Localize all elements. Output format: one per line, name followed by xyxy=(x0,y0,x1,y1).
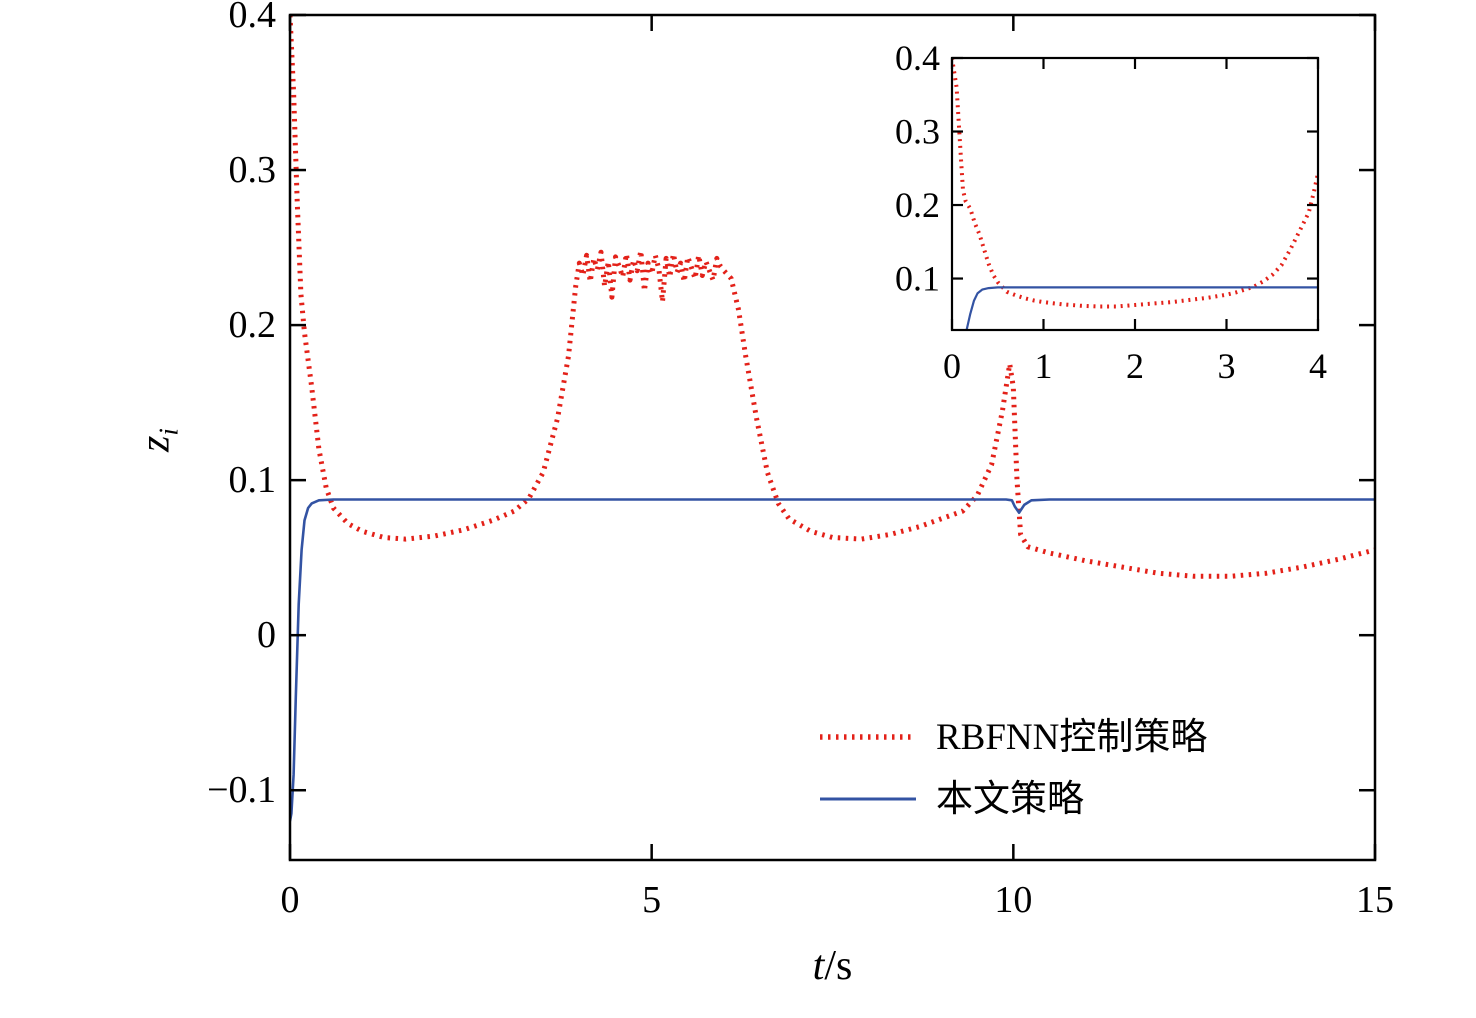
inset-xtick-label: 4 xyxy=(1309,346,1327,386)
main-ytick-label: 0.3 xyxy=(229,149,277,191)
inset-xtick-label: 1 xyxy=(1035,346,1053,386)
inset-series-proposed-line xyxy=(965,286,1318,331)
legend-label-rbfnn: RBFNN控制策略 xyxy=(936,716,1208,758)
legend-item-proposed: 本文策略 xyxy=(818,772,1207,826)
main-xtick-label: 0 xyxy=(281,879,300,921)
legend: RBFNN控制策略 本文策略 xyxy=(818,710,1207,826)
main-ytick-label: 0 xyxy=(257,614,276,656)
rbfnn-dotted-line-icon xyxy=(820,734,916,740)
main-ytick-label: 0.2 xyxy=(229,304,277,346)
legend-label-proposed: 本文策略 xyxy=(936,778,1084,820)
inset-ytick-label: 0.2 xyxy=(895,185,940,225)
inset-xtick-label: 2 xyxy=(1126,346,1144,386)
inset-ytick-label: 0.1 xyxy=(895,259,940,299)
inset-ytick-label: 0.3 xyxy=(895,112,940,152)
inset-series-rbfnn-line xyxy=(951,57,1319,309)
inset-xtick-label: 3 xyxy=(1218,346,1236,386)
main-xtick-label: 10 xyxy=(994,879,1032,921)
inset-plot: 0 1 2 3 4 0.1 0.2 0.3 0.4 xyxy=(895,38,1327,386)
main-ytick-label: 0.1 xyxy=(229,459,277,501)
main-series-proposed-line xyxy=(289,498,1375,822)
main-plot: 0 5 10 15−0.100.10.20.30.4 xyxy=(207,0,1394,921)
x-axis-label: t/s xyxy=(812,943,853,989)
main-axes-box xyxy=(288,13,1377,862)
main-xtick-label: 5 xyxy=(642,879,661,921)
legend-item-rbfnn: RBFNN控制策略 xyxy=(818,710,1207,764)
inset-ytick-label: 0.4 xyxy=(895,38,940,78)
main-series-rbfnn-line xyxy=(289,14,1376,579)
main-xtick-label: 15 xyxy=(1356,879,1394,921)
inset-axes-box xyxy=(950,56,1320,332)
main-ytick-label: −0.1 xyxy=(207,769,276,811)
inset-xtick-label: 0 xyxy=(943,346,961,386)
main-ytick-label: 0.4 xyxy=(229,0,277,36)
y-axis-label: zi xyxy=(132,428,184,452)
proposed-solid-line-icon xyxy=(820,797,916,801)
